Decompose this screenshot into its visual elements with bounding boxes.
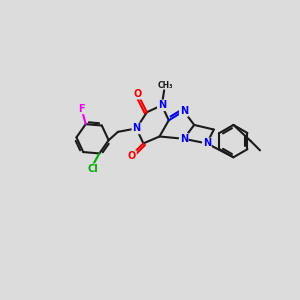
Text: N: N	[132, 123, 140, 134]
Text: N: N	[180, 134, 188, 144]
Text: N: N	[180, 106, 188, 116]
Text: N: N	[158, 100, 166, 110]
Text: N: N	[203, 138, 211, 148]
Text: O: O	[128, 151, 136, 161]
Text: F: F	[79, 104, 85, 114]
Text: Cl: Cl	[87, 164, 98, 174]
Text: CH₃: CH₃	[158, 81, 173, 90]
Text: O: O	[134, 89, 142, 99]
